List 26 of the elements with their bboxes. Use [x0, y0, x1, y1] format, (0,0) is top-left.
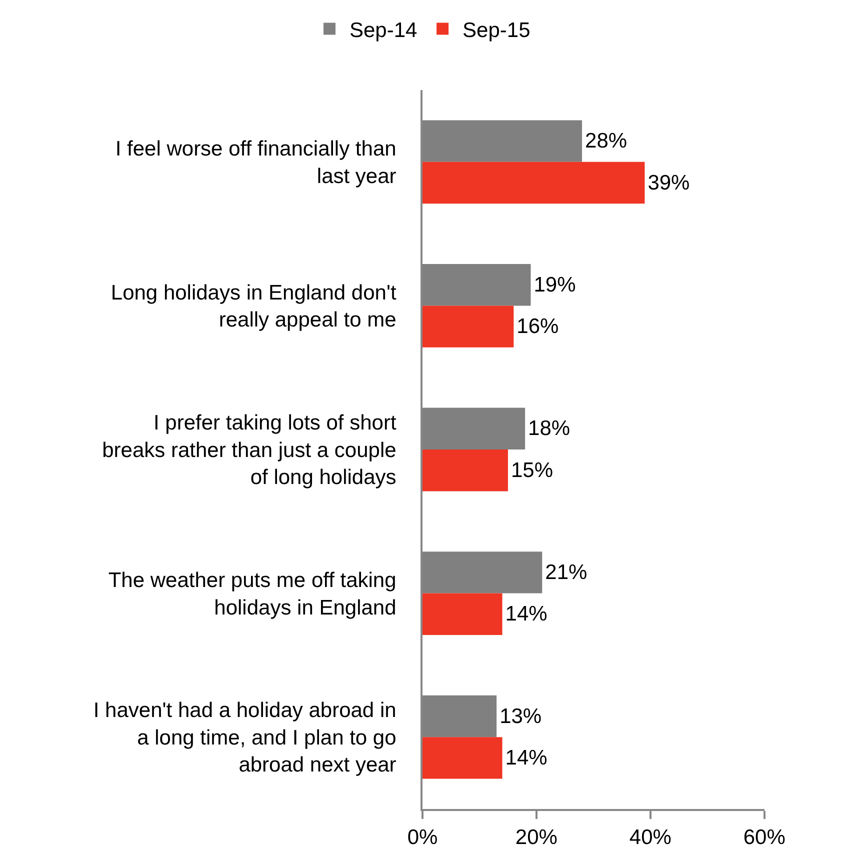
y-tick-label: I haven't had a holiday abroad in a long time, and I plan to go abroad next year: [93, 699, 396, 777]
bar: [422, 737, 502, 779]
y-tick-label: The weather puts me off taking holidays in England: [108, 569, 396, 620]
bar: [422, 450, 508, 492]
data-label: 14%: [505, 746, 548, 770]
x-tick-label: 60%: [743, 826, 786, 850]
y-tick-label: I feel worse off financially than last year: [115, 138, 396, 188]
bar: [422, 306, 514, 348]
data-label: 16%: [516, 315, 559, 338]
data-label: 15%: [510, 458, 553, 482]
x-tick-label: 40%: [629, 826, 672, 850]
legend-label: Sep-14: [350, 18, 418, 42]
legend-label: Sep-15: [462, 18, 530, 42]
data-label: 21%: [545, 560, 588, 584]
bar: [422, 593, 502, 635]
data-label: 28%: [585, 130, 628, 153]
data-label: 39%: [648, 171, 690, 194]
data-label: 19%: [534, 273, 576, 296]
data-label: 13%: [500, 704, 542, 728]
x-tick-label: 20%: [515, 826, 558, 850]
data-label: 18%: [528, 417, 570, 440]
y-tick-label: Long holidays in England don't really appeal to me: [110, 281, 396, 332]
y-tick-label: I prefer taking lots of short breaks rather than just a couple of long holidays: [102, 412, 396, 490]
bar: [422, 162, 645, 204]
data-label: 14%: [505, 602, 548, 626]
x-tick-label: 0%: [407, 826, 438, 850]
